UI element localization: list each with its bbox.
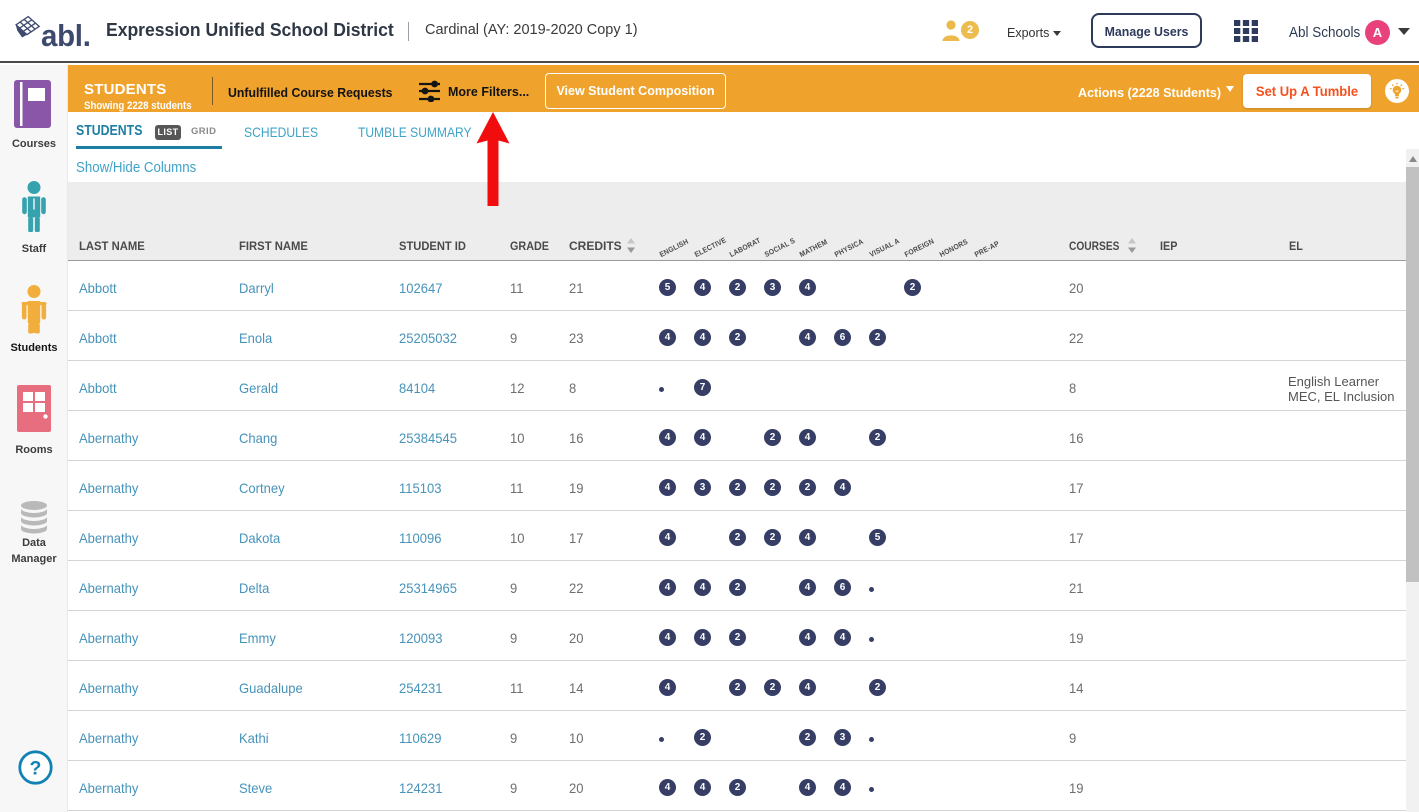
- svg-text:?: ?: [30, 758, 42, 780]
